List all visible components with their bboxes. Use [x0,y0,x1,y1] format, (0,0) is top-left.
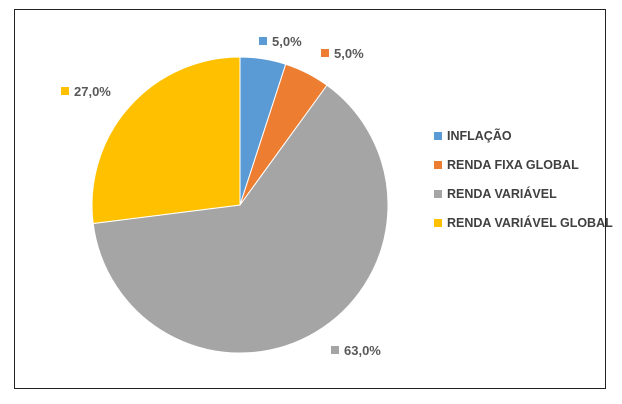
legend-label: RENDA VARIÁVEL GLOBAL [447,215,613,230]
legend-swatch [434,131,442,140]
data-label-swatch-2 [321,49,329,57]
data-label-2: 5,0% [334,46,364,61]
data-label-3: 63,0% [344,343,381,358]
pie-slices [91,56,389,354]
legend-swatch [434,189,442,198]
legend-item-1: INFLAÇÃO [434,121,613,150]
legend-label: RENDA VARIÁVEL [447,186,557,201]
legend-swatch [434,218,442,227]
legend-label: INFLAÇÃO [447,128,512,143]
legend-label: RENDA FIXA GLOBAL [447,157,579,172]
data-label-swatch-4 [61,87,69,95]
legend-swatch [434,160,442,169]
legend-item-3: RENDA VARIÁVEL [434,179,613,208]
data-label-4: 27,0% [74,84,111,99]
data-label-swatch-1 [259,37,267,45]
pie-slice-3 [92,84,389,354]
legend-item-2: RENDA FIXA GLOBAL [434,150,613,179]
data-label-swatch-3 [331,346,339,354]
data-label-1: 5,0% [272,34,302,49]
pie-slice-4 [91,56,241,225]
legend-item-4: RENDA VARIÁVEL GLOBAL [434,208,613,237]
data-labels: 5,0% 5,0% 63,0% 27,0% [61,34,381,358]
chart-legend: INFLAÇÃO RENDA FIXA GLOBAL RENDA VARIÁVEL R… [434,121,613,237]
